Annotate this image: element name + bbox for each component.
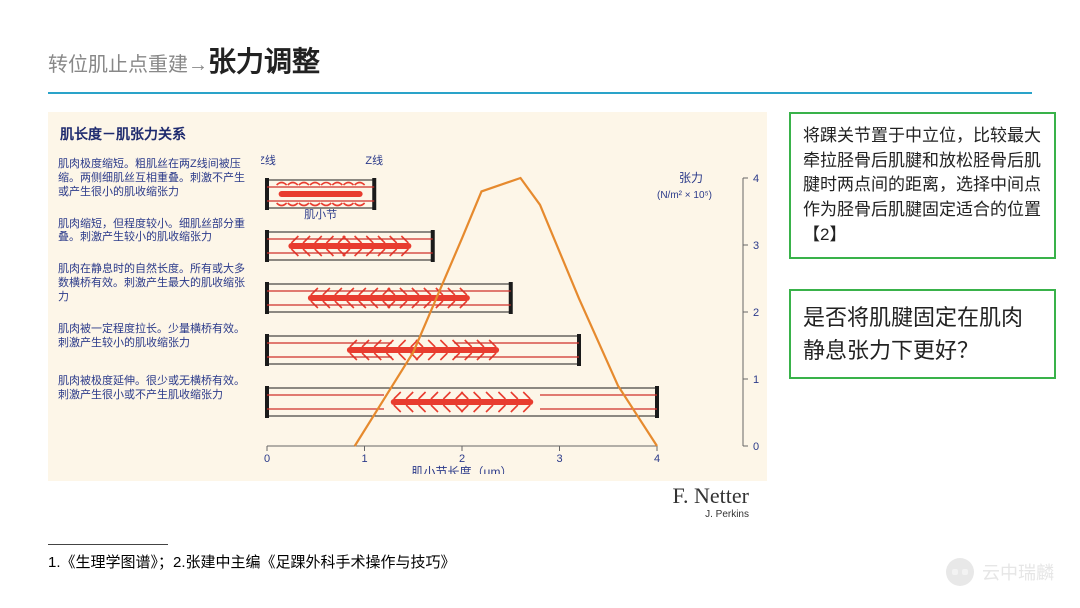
content-area: 肌长度－肌张力关系 肌肉极度缩短。粗肌丝在两Z线间被压缩。两侧细肌丝互相重叠。刺… — [0, 94, 1080, 520]
row-label-0: 肌肉极度缩短。粗肌丝在两Z线间被压缩。两侧细肌丝互相重叠。刺激不产生或产生很小的… — [56, 152, 261, 205]
right-column: 将踝关节置于中立位，比较最大牵拉胫骨后肌腱和放松胫骨后肌腱时两点间的距离，选择中… — [789, 112, 1056, 520]
wechat-icon — [946, 558, 974, 586]
svg-text:1: 1 — [753, 374, 759, 386]
row-label-4: 肌肉被极度延伸。很少或无横桥有效。刺激产生很小或不产生肌收缩张力 — [56, 363, 261, 415]
slide-title: 转位肌止点重建→张力调整 — [0, 0, 1080, 88]
title-prefix: 转位肌止点重建→ — [48, 54, 208, 76]
figure-body: 肌肉极度缩短。粗肌丝在两Z线间被压缩。两侧细肌丝互相重叠。刺激不产生或产生很小的… — [56, 152, 759, 479]
footnote-rule — [48, 544, 168, 545]
svg-text:3: 3 — [556, 453, 562, 465]
row-labels: 肌肉极度缩短。粗肌丝在两Z线间被压缩。两侧细肌丝互相重叠。刺激不产生或产生很小的… — [56, 152, 261, 479]
svg-text:(N/m² × 10⁵): (N/m² × 10⁵) — [657, 190, 712, 201]
signature-sub: J. Perkins — [48, 509, 749, 520]
clinical-note-box: 将踝关节置于中立位，比较最大牵拉胫骨后肌腱和放松胫骨后肌腱时两点间的距离，选择中… — [789, 112, 1056, 259]
svg-text:2: 2 — [459, 453, 465, 465]
question-box: 是否将肌腱固定在肌肉静息张力下更好？ — [789, 289, 1056, 379]
svg-text:1: 1 — [361, 453, 367, 465]
svg-text:肌小节: 肌小节 — [304, 208, 337, 221]
signature-name: F. Netter — [673, 483, 749, 508]
svg-text:4: 4 — [654, 453, 660, 465]
footnote-text: 1.《生理学图谱》；2.张建中主编《足踝外科手术操作与技巧》 — [48, 554, 456, 571]
figure-wrap: 肌长度－肌张力关系 肌肉极度缩短。粗肌丝在两Z线间被压缩。两侧细肌丝互相重叠。刺… — [48, 112, 767, 520]
figure-svg: Z线 Z线肌小节 0 1 2 3 4 肌小节长度（μm） 0 1 2 3 4 张力 (N/m² × 10⁵) — [261, 154, 759, 474]
footnote: 1.《生理学图谱》；2.张建中主编《足踝外科手术操作与技巧》 — [48, 544, 456, 572]
wechat-watermark: 云中瑞麟 — [946, 558, 1054, 586]
row-label-3: 肌肉被一定程度拉长。少量横桥有效。刺激产生较小的肌收缩张力 — [56, 311, 261, 363]
svg-text:张力: 张力 — [679, 171, 703, 185]
svg-text:Z线: Z线 — [261, 154, 276, 167]
svg-text:3: 3 — [753, 240, 759, 252]
watermark-text: 云中瑞麟 — [982, 559, 1054, 585]
svg-text:肌小节长度（μm）: 肌小节长度（μm） — [412, 464, 513, 474]
artist-signature: F. Netter J. Perkins — [48, 481, 767, 520]
title-main: 张力调整 — [208, 46, 320, 77]
svg-text:0: 0 — [264, 453, 270, 465]
svg-text:2: 2 — [753, 307, 759, 319]
figure-caption: 肌长度－肌张力关系 — [56, 120, 759, 152]
svg-text:0: 0 — [753, 441, 759, 453]
row-label-1: 肌肉缩短，但程度较小。细肌丝部分重叠。刺激产生较小的肌收缩张力 — [56, 205, 261, 257]
svg-text:4: 4 — [753, 173, 759, 185]
svg-text:Z线: Z线 — [365, 154, 383, 167]
diagram-area: Z线 Z线肌小节 0 1 2 3 4 肌小节长度（μm） 0 1 2 3 4 张力 (N/m² × 10⁵) — [261, 152, 759, 479]
length-tension-figure: 肌长度－肌张力关系 肌肉极度缩短。粗肌丝在两Z线间被压缩。两侧细肌丝互相重叠。刺… — [48, 112, 767, 481]
row-label-2: 肌肉在静息时的自然长度。所有或大多数横桥有效。刺激产生最大的肌收缩张力 — [56, 257, 261, 310]
